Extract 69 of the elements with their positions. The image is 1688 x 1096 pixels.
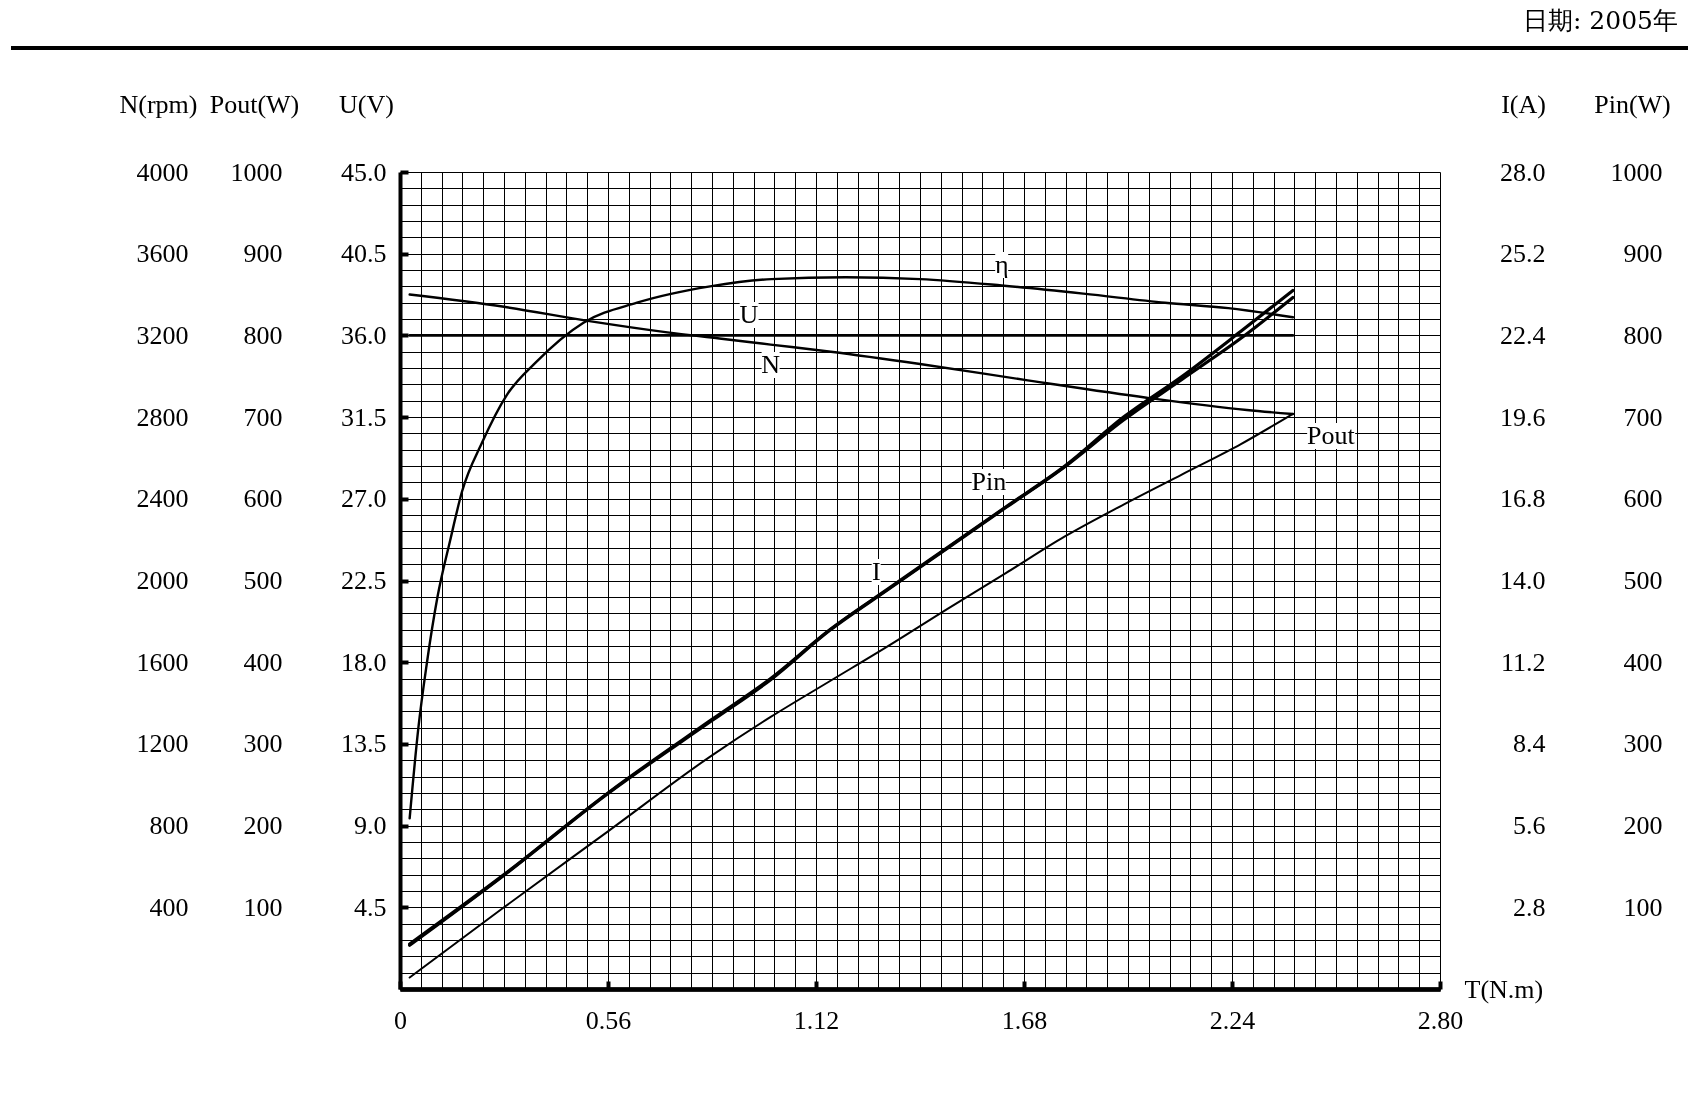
y2-tick-label: 8.4 (1513, 729, 1546, 759)
series-label: U (739, 300, 759, 330)
y-tick-label: 3600 (136, 239, 189, 269)
y-tick-label: 1600 (136, 647, 189, 677)
y-tick-label: 4.5 (354, 892, 387, 922)
y-tick-label: 40.5 (341, 239, 387, 269)
y-tick-label: 9.0 (354, 811, 387, 841)
y-axis-title: Pout(W) (209, 89, 300, 119)
y2-tick-label: 11.2 (1500, 647, 1546, 677)
y-axis-title: N(rpm) (119, 89, 198, 119)
y-tick-label: 900 (243, 239, 283, 269)
x-axis-title: T(N.m) (1464, 974, 1544, 1004)
x-tick-label: 2.24 (1209, 1005, 1256, 1035)
y2-axis-title: I(A) (1501, 89, 1546, 119)
y-tick-label: 800 (149, 811, 189, 841)
y-tick-label: 400 (149, 892, 189, 922)
y3-tick-label: 200 (1623, 811, 1663, 841)
series-label: η (994, 250, 1009, 280)
y-tick-label: 700 (243, 402, 283, 432)
y2-tick-label: 25.2 (1500, 239, 1546, 269)
x-tick-label: 0 (394, 1005, 407, 1035)
y-tick-label: 100 (243, 892, 283, 922)
x-tick-label: 1.68 (1001, 1005, 1048, 1035)
y-tick-label: 500 (243, 566, 283, 595)
y3-tick-label: 400 (1623, 647, 1663, 677)
y2-tick-label: 19.6 (1500, 402, 1546, 432)
y-tick-label: 45.0 (341, 157, 387, 187)
y3-tick-label: 900 (1623, 239, 1663, 269)
y-tick-label: 1000 (230, 157, 283, 187)
y-tick-label: 3200 (136, 320, 189, 350)
y3-axis-title: Pin(W) (1594, 89, 1671, 119)
y-tick-label: 400 (243, 647, 283, 677)
y3-tick-label: 800 (1623, 320, 1663, 350)
x-tick-label: 0.56 (585, 1005, 632, 1035)
y-tick-label: 2400 (136, 484, 189, 514)
x-tick-label: 1.12 (793, 1005, 840, 1035)
y-axis-title: U(V) (339, 89, 394, 119)
y-tick-label: 4000 (136, 157, 189, 187)
y3-tick-label: 700 (1623, 402, 1663, 432)
y-tick-label: 200 (243, 811, 283, 841)
y-tick-label: 36.0 (341, 320, 387, 350)
series-label: I (872, 557, 881, 587)
y3-tick-label: 1000 (1610, 157, 1663, 187)
y-tick-label: 300 (243, 729, 283, 759)
y-tick-label: 13.5 (341, 729, 387, 759)
y-tick-label: 2800 (136, 402, 189, 432)
y3-tick-label: 300 (1623, 729, 1663, 759)
y-tick-label: 1200 (136, 729, 189, 759)
series-label: N (761, 349, 781, 379)
y2-tick-label: 16.8 (1500, 484, 1546, 514)
y3-tick-label: 600 (1623, 484, 1663, 514)
y-tick-label: 31.5 (341, 402, 387, 432)
text: 日期: 2005年 (1523, 6, 1678, 36)
y-tick-label: 27.0 (341, 484, 387, 514)
x-tick-label: 2.80 (1417, 1005, 1464, 1035)
y2-tick-label: 5.6 (1513, 811, 1546, 841)
y3-tick-label: 100 (1623, 892, 1663, 922)
y-tick-label: 2000 (136, 566, 189, 595)
y2-tick-label: 22.4 (1500, 320, 1546, 350)
y-tick-label: 18.0 (341, 647, 387, 677)
y2-tick-label: 28.0 (1500, 157, 1546, 187)
series-label: Pin (971, 466, 1007, 496)
y-tick-label: 22.5 (341, 566, 387, 595)
y2-tick-label: 2.8 (1513, 892, 1546, 922)
y-tick-label: 800 (243, 320, 283, 350)
y3-tick-label: 500 (1623, 566, 1663, 595)
series-label: Pout (1307, 420, 1355, 450)
y2-tick-label: 14.0 (1500, 566, 1546, 595)
y-tick-label: 600 (243, 484, 283, 514)
